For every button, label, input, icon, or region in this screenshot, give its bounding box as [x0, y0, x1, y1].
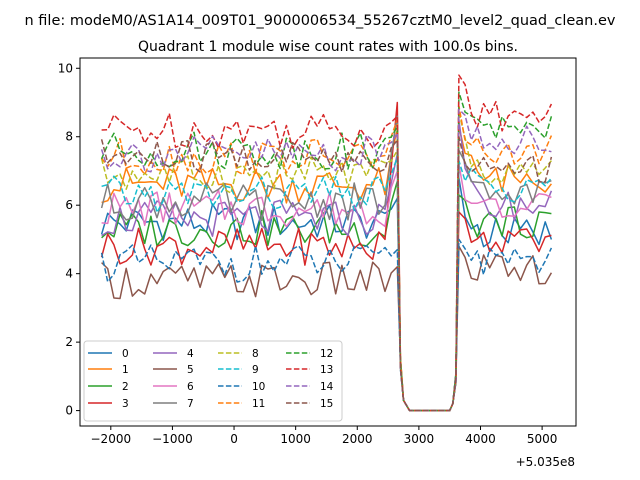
figure-suptitle: n file: modeM0/AS1A14_009T01_9000006534_… — [24, 13, 615, 29]
x-axis-offset-label: +5.035e8 — [516, 455, 575, 469]
legend-label-14: 14 — [320, 381, 334, 393]
series-line-2 — [101, 180, 552, 412]
series-line-3 — [100, 101, 552, 412]
legend-label-9: 9 — [252, 364, 259, 376]
y-tick-label: 6 — [65, 198, 73, 212]
x-tick-label: 3000 — [404, 432, 435, 446]
series-line-12 — [100, 91, 553, 412]
legend-label-5: 5 — [187, 364, 194, 376]
x-tick-label: 1000 — [280, 432, 311, 446]
series-line-6 — [101, 163, 552, 412]
y-tick-label: 0 — [65, 404, 73, 418]
y-tick-label: 4 — [65, 267, 73, 281]
series-layer — [100, 74, 553, 412]
series-line-13 — [101, 74, 553, 412]
series-line-10 — [100, 238, 553, 412]
x-tick-label: −2000 — [91, 432, 132, 446]
legend-label-13: 13 — [320, 364, 333, 376]
x-tick-label: 5000 — [527, 432, 558, 446]
legend-label-15: 15 — [320, 398, 333, 410]
legend-label-8: 8 — [252, 348, 259, 360]
series-line-4 — [101, 118, 553, 412]
y-tick-label: 10 — [58, 61, 73, 75]
legend-label-10: 10 — [252, 381, 265, 393]
x-axis: −2000 −1000 0 1000 2000 3000 4000 5000 — [91, 426, 558, 446]
series-line-9 — [101, 156, 552, 412]
plot-frame — [79, 57, 577, 427]
series-line-5 — [101, 245, 553, 412]
legend-label-7: 7 — [187, 398, 194, 410]
x-tick-label: −1000 — [152, 432, 193, 446]
y-tick-label: 2 — [65, 335, 73, 349]
series-line-7 — [100, 115, 552, 412]
y-axis: 0 2 4 6 8 10 — [58, 61, 80, 418]
legend-label-11: 11 — [252, 398, 265, 410]
x-tick-label: 4000 — [465, 432, 496, 446]
legend-label-3: 3 — [122, 398, 129, 410]
x-tick-label: 0 — [230, 432, 238, 446]
series-line-1 — [101, 125, 552, 412]
x-tick-label: 2000 — [342, 432, 373, 446]
legend-label-1: 1 — [122, 364, 129, 376]
series-line-14 — [100, 108, 552, 412]
legend-frame — [83, 340, 343, 422]
series-line-15 — [100, 135, 553, 412]
legend-label-2: 2 — [122, 381, 129, 393]
y-tick-label: 8 — [65, 130, 73, 144]
legend-label-0: 0 — [122, 348, 129, 360]
chart-title: Quadrant 1 module wise count rates with … — [138, 39, 518, 55]
legend-label-12: 12 — [320, 348, 333, 360]
legend-label-6: 6 — [187, 381, 194, 393]
legend-label-4: 4 — [187, 348, 194, 360]
series-line-8 — [100, 112, 552, 412]
